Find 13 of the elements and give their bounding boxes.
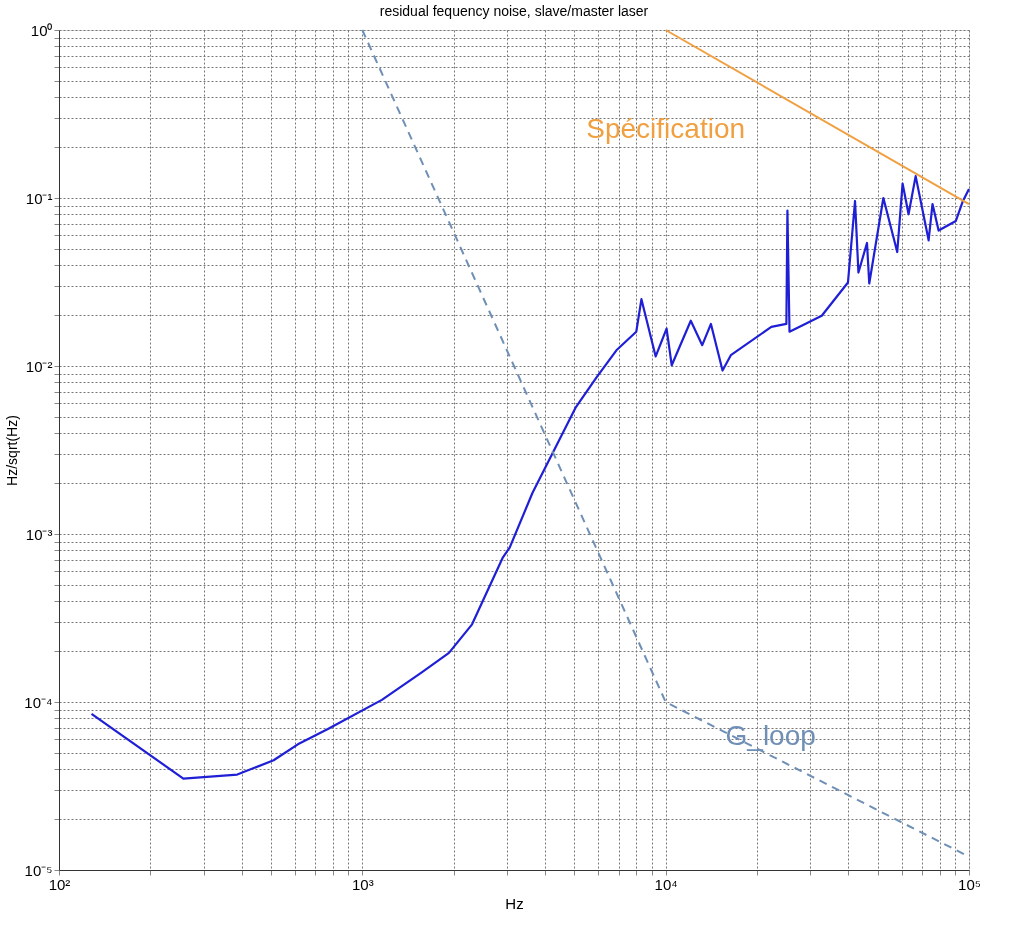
x-tick-label: 10⁴ <box>654 875 678 893</box>
chart-title: residual fequency noise, slave/master laser <box>379 3 649 19</box>
y-tick-label: 10⁻³ <box>25 525 53 543</box>
y-tick-label: 10⁰ <box>30 21 53 39</box>
x-tick-label: 10⁵ <box>958 875 981 893</box>
series-label: Spécification <box>586 113 746 144</box>
y-tick-label: 10⁻⁴ <box>24 693 53 711</box>
y-tick-label: 10⁻¹ <box>25 189 53 207</box>
x-tick-label: 10³ <box>351 875 374 893</box>
x-axis-title: Hz <box>505 894 524 912</box>
series-label: G_loop <box>725 720 816 751</box>
y-tick-label: 10⁻² <box>25 357 53 375</box>
y-axis-title: Hz/sqrt(Hz) <box>4 415 21 486</box>
